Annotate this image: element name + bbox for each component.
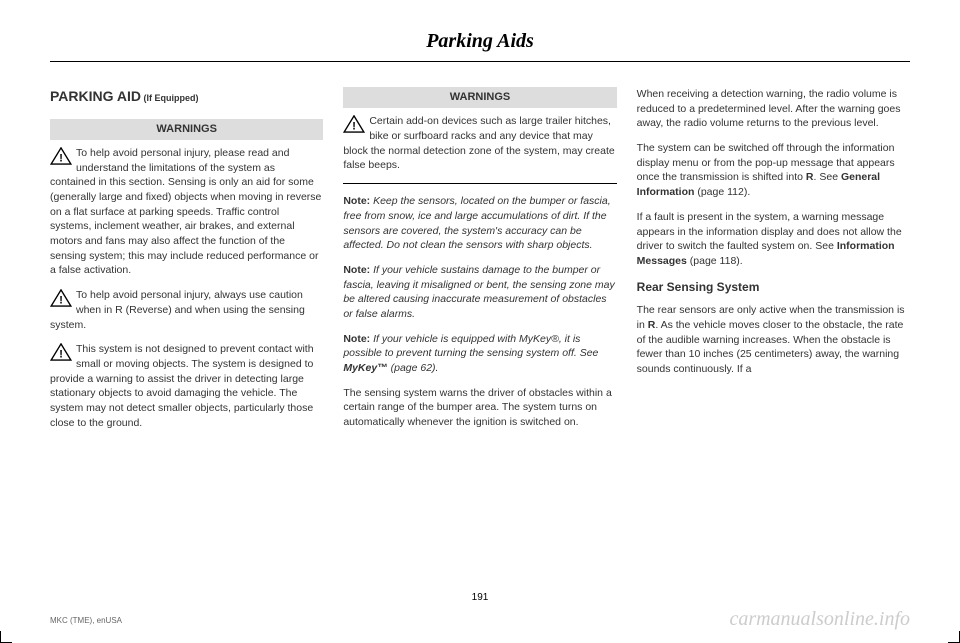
warning-icon: ! (50, 147, 72, 165)
heading-sub: (If Equipped) (141, 93, 199, 103)
note-label: Note: (343, 333, 370, 345)
text-bold: R (806, 171, 814, 183)
footer-left: MKC (TME), enUSA (50, 616, 122, 625)
svg-text:!: ! (59, 295, 63, 307)
warnings-header: WARNINGS (50, 119, 323, 140)
page-title: Parking Aids (50, 30, 910, 53)
note-label: Note: (343, 264, 370, 276)
header-rule (50, 61, 910, 62)
body-paragraph: The rear sensors are only active when th… (637, 303, 910, 376)
divider (343, 183, 616, 184)
warning-icon: ! (50, 343, 72, 361)
warning-text: To help avoid personal injury, please re… (50, 147, 321, 277)
warnings-header: WARNINGS (343, 87, 616, 108)
heading-main: PARKING AID (50, 88, 141, 104)
text: . See (814, 171, 841, 183)
crop-mark (948, 631, 960, 643)
section-heading: PARKING AID (If Equipped) (50, 87, 323, 107)
column-1: PARKING AID (If Equipped) WARNINGS ! To … (50, 87, 323, 440)
note-paragraph: Note: If your vehicle sustains damage to… (343, 263, 616, 322)
warning-block: ! To help avoid personal injury, always … (50, 288, 323, 332)
svg-text:!: ! (59, 349, 63, 361)
note-text: Keep the sensors, located on the bumper … (343, 195, 610, 251)
text: (page 118). (687, 255, 743, 267)
body-paragraph: If a fault is present in the system, a w… (637, 210, 910, 269)
content-columns: PARKING AID (If Equipped) WARNINGS ! To … (50, 87, 910, 440)
footer-watermark: carmanualsonline.info (729, 608, 910, 631)
note-label: Note: (343, 195, 370, 207)
warning-icon: ! (343, 115, 365, 133)
warning-text: Certain add-on devices such as large tra… (343, 115, 614, 171)
note-text: If your vehicle is equipped with MyKey®,… (343, 333, 598, 360)
body-paragraph: The system can be switched off through t… (637, 141, 910, 200)
warning-icon: ! (50, 289, 72, 307)
warning-block: ! Certain add-on devices such as large t… (343, 114, 616, 173)
note-paragraph: Note: Keep the sensors, located on the b… (343, 194, 616, 253)
subsection-heading: Rear Sensing System (637, 279, 910, 296)
svg-text:!: ! (353, 121, 357, 133)
column-2: WARNINGS ! Certain add-on devices such a… (343, 87, 616, 440)
body-paragraph: When receiving a detection warning, the … (637, 87, 910, 131)
page-number: 191 (472, 592, 489, 603)
body-paragraph: The sensing system warns the driver of o… (343, 386, 616, 430)
note-link: MyKey™ (343, 362, 387, 374)
column-3: When receiving a detection warning, the … (637, 87, 910, 440)
svg-text:!: ! (59, 152, 63, 164)
warning-text: This system is not designed to prevent c… (50, 343, 314, 428)
warning-block: ! This system is not designed to prevent… (50, 342, 323, 430)
warning-text: To help avoid personal injury, always us… (50, 289, 305, 330)
warning-block: ! To help avoid personal injury, please … (50, 146, 323, 278)
note-paragraph: Note: If your vehicle is equipped with M… (343, 332, 616, 376)
note-text: If your vehicle sustains damage to the b… (343, 264, 614, 320)
note-text: (page 62). (388, 362, 439, 374)
crop-mark (0, 631, 12, 643)
text: (page 112). (694, 186, 750, 198)
text: . As the vehicle moves closer to the obs… (637, 319, 904, 375)
